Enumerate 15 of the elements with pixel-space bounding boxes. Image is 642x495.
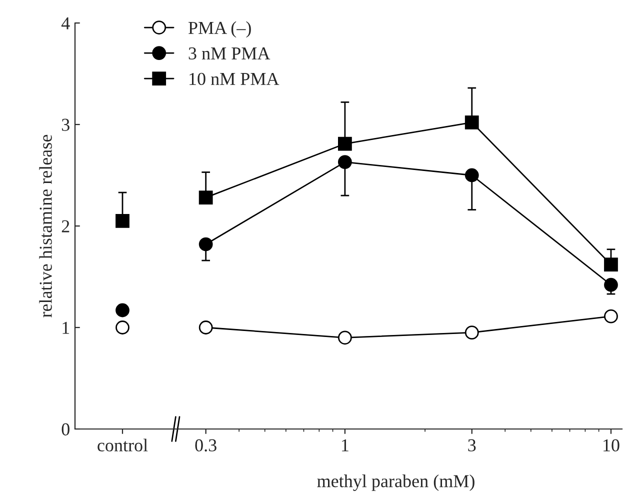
x-tick-label: 3: [468, 439, 476, 452]
legend-label: 10 nM PMA: [190, 72, 280, 86]
x-tick-label: control: [98, 438, 148, 452]
y-axis-title: relative histamine release: [39, 134, 52, 318]
x-axis-title: methyl paraben (mM): [317, 474, 474, 491]
x-tick-label: 0.3: [195, 439, 216, 452]
y-tick-label: 1: [62, 322, 70, 334]
legend-label: 3 nM PMA: [188, 47, 270, 60]
legend-label: PMA (–): [188, 21, 251, 38]
x-tick-label: 1: [342, 439, 348, 452]
y-tick-label: 0: [62, 423, 70, 436]
y-tick-label: 3: [62, 118, 70, 131]
y-tick-label: 2: [62, 220, 70, 232]
y-tick-label: 4: [61, 17, 70, 30]
x-tick-label: 10: [604, 439, 620, 452]
